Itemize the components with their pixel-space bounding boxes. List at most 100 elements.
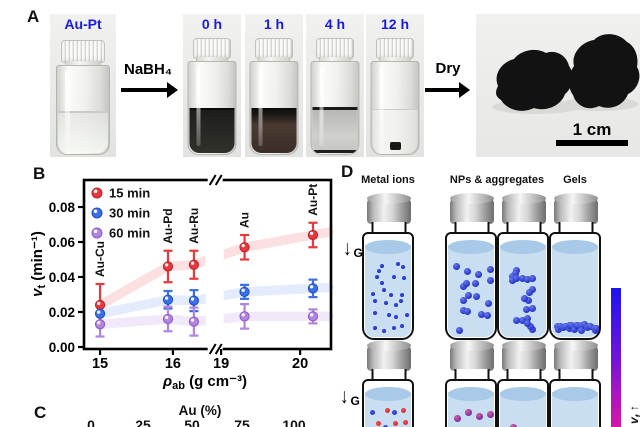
particle-dot: [389, 293, 394, 298]
particle-dot: [487, 277, 495, 285]
particle-dot: [523, 315, 531, 323]
particle-dot: [592, 324, 599, 332]
particle-dot: [382, 329, 387, 334]
data-point-Au-Pt-15-min: [307, 229, 319, 241]
liquid-surface: [552, 387, 598, 401]
y-tick-label: 0.00: [49, 340, 75, 355]
particle-dot: [574, 322, 582, 330]
particle-dot: [578, 326, 586, 334]
legend-marker-highlight: [93, 189, 98, 194]
axis-break-slash-icon: [208, 343, 217, 355]
data-point-Au-30-min: [239, 286, 250, 297]
data-point-highlight: [241, 243, 245, 248]
photo-time-1h: 1 h: [245, 14, 303, 157]
liquid-surface: [448, 240, 494, 254]
particle-dot: [393, 315, 398, 320]
particle-dot: [402, 420, 408, 426]
particle-dot: [513, 275, 521, 283]
y-tick-label: 0.06: [49, 235, 76, 250]
data-point-highlight: [309, 313, 314, 317]
data-point-Au-Pd-30-min: [162, 294, 174, 305]
vial-liquid-settled: [372, 108, 418, 153]
vial-body: [362, 379, 414, 427]
vial-liquid: [552, 387, 598, 427]
particle-dot: [387, 313, 392, 318]
particle-dot: [453, 262, 461, 270]
particle-dot: [399, 292, 404, 297]
particle-dot: [518, 317, 526, 325]
x-tick-label: 15: [92, 356, 108, 372]
particle-dot: [518, 275, 526, 283]
vial-liquid: [500, 240, 546, 337]
particle-dot: [401, 265, 406, 270]
y-axis-label: vt (min⁻¹): [29, 231, 48, 297]
particle-dot: [529, 274, 537, 282]
schematic-vial-gel: [549, 193, 602, 340]
vial-neck: [558, 222, 593, 233]
legend-marker-15-min: [91, 187, 103, 199]
data-point-Au-Ru-30-min: [188, 295, 200, 306]
particle-dot: [526, 288, 534, 296]
precursor-label: Au-Pt: [64, 16, 102, 32]
particle-dot: [402, 275, 407, 280]
panel-c-tick-label: 0: [87, 417, 95, 427]
gravity-arrow-row1: ↓ G: [342, 238, 363, 260]
vial-neck: [371, 369, 406, 380]
panel-c-tick-label: 50: [184, 417, 200, 427]
particle-dot: [571, 325, 579, 333]
particle-dot: [524, 275, 532, 283]
vial-body: [549, 232, 601, 340]
particle-dot: [487, 411, 495, 419]
particle-dot: [455, 326, 463, 334]
x-axis-label: ρab (g cm⁻³): [162, 373, 247, 392]
column-header-gels: Gels: [563, 174, 587, 186]
particle-dot: [472, 292, 480, 300]
vial-cap: [366, 193, 411, 224]
vial-liquid: [365, 240, 411, 337]
particle-dot: [509, 276, 517, 284]
point-label-Au-Cu: Au-Cu: [93, 241, 107, 277]
dry-label: Dry: [435, 60, 461, 77]
data-point-highlight: [241, 288, 245, 292]
panel-a-label: A: [27, 7, 40, 26]
particle-dot: [369, 409, 375, 415]
vial-liquid-clear: [58, 111, 108, 153]
data-point-Au-Ru-15-min: [188, 259, 200, 270]
panel-b-label: B: [33, 164, 46, 183]
particle-dot: [528, 285, 536, 293]
particle-dot: [528, 326, 536, 334]
vial-neck: [558, 369, 593, 380]
photo-aerogel: 1 cm: [476, 14, 640, 157]
data-point-Au-Cu-60-min: [94, 319, 106, 330]
data-point-highlight: [164, 315, 169, 320]
data-point-Au-Pt-30-min: [307, 283, 319, 294]
particle-dot: [394, 303, 399, 308]
liquid-surface: [500, 387, 546, 401]
particle-dot: [465, 292, 473, 300]
time-label: 1 h: [263, 16, 285, 32]
data-point-Au-Pt-60-min: [307, 311, 319, 322]
schematic-vial-aggregates-sparse: [497, 340, 550, 427]
particle-dot: [520, 294, 528, 302]
dry-arrow-icon: [425, 82, 470, 98]
data-point-Au-Ru-60-min: [188, 316, 200, 327]
particle-dot: [381, 288, 386, 293]
vial-neck: [454, 222, 489, 233]
legend-marker-60-min: [91, 227, 103, 239]
particle-dot: [526, 323, 534, 331]
particle-dot: [483, 312, 491, 320]
particle-dot: [372, 310, 377, 315]
x-tick-label: 16: [165, 356, 181, 372]
vial-cap: [366, 340, 411, 371]
particle-dot: [395, 262, 400, 267]
legend-marker-highlight: [93, 229, 98, 234]
particle-dot: [376, 420, 382, 426]
reagent-label: NaBH₄: [116, 61, 180, 78]
particle-dot: [513, 316, 521, 324]
panel-c-tick-label: 25: [135, 417, 151, 427]
liquid-surface: [448, 387, 494, 401]
vial-body: [497, 232, 549, 340]
point-label-Au-Pt: Au-Pt: [306, 184, 320, 216]
scalebar-label: 1 cm: [573, 120, 612, 139]
